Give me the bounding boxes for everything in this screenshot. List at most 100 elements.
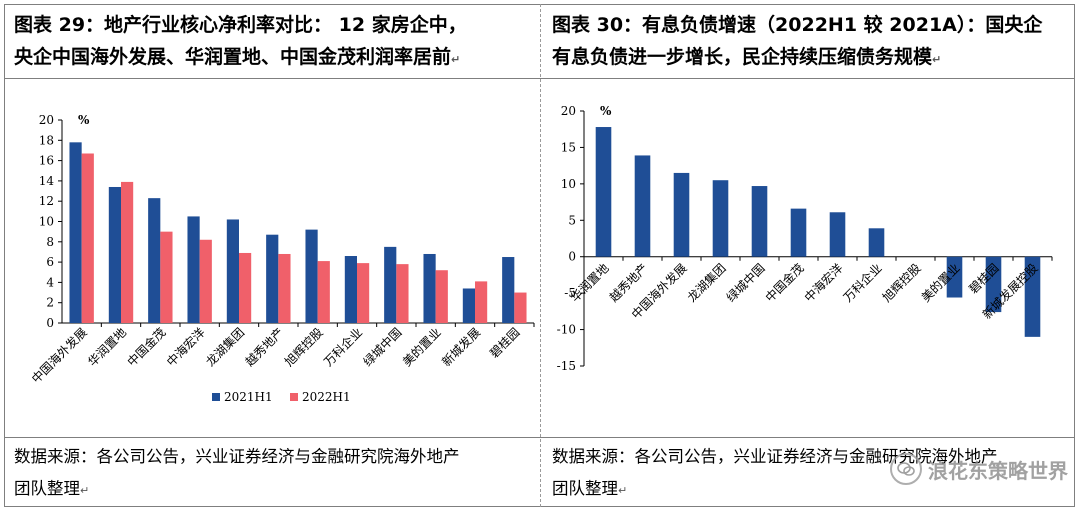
bar-2021H1 (108, 186, 121, 323)
right-source-line2: 团队整理↵ (552, 474, 1072, 506)
bar-2022H1 (160, 231, 173, 323)
left-title-line2-text: 央企中国海外发展、华润置地、中国金茂利润率居前 (14, 46, 452, 68)
wechat-icon (890, 453, 922, 485)
right-source-line1: 数据来源：各公司公告，兴业证券经济与金融研究院海外地产 (552, 447, 998, 466)
bar-有息负债增速 (712, 180, 729, 257)
legend-swatch-2022H1 (290, 393, 298, 401)
x-category-label: 新城发展 (439, 325, 484, 370)
x-category-label: 越秀地产 (243, 325, 287, 369)
x-category-label: 中海宏洋 (801, 260, 846, 305)
y-tick-label: -5 (564, 286, 576, 300)
bar-2021H1 (462, 288, 475, 323)
right-title-line1: 图表 30：有息负债增速（2022H1 较 2021A）：国央企 (552, 14, 1043, 36)
y-tick-label: 0 (46, 316, 54, 330)
y-tick-label: 2 (46, 296, 54, 310)
left-title-line2: 央企中国海外发展、华润置地、中国金茂利润率居前↵ (14, 42, 536, 75)
bar-2022H1 (396, 264, 409, 323)
unit-label: % (78, 113, 90, 127)
x-category-label: 万科企业 (840, 260, 885, 305)
x-category-label: 华润置地 (568, 261, 612, 305)
y-tick-label: -15 (557, 359, 576, 373)
y-tick-label: 20 (39, 113, 54, 127)
bar-2022H1 (514, 292, 527, 323)
return-mark: ↵ (80, 484, 90, 497)
y-tick-label: 6 (46, 255, 54, 269)
return-mark: ↵ (932, 53, 942, 66)
watermark: 浪花东策略世界 (890, 453, 1068, 485)
left-bar-chart: 0 2 4 6 8 10 12 14 16 18 20 % 中国海外发展华润置地中国金茂中海宏洋龙湖集团… (28, 113, 535, 404)
legend-label: 2021H1 (224, 390, 273, 404)
y-tick-label: 16 (39, 154, 54, 168)
bar-2022H1 (357, 263, 370, 323)
bar-有息负债增速 (868, 228, 885, 257)
bar-2022H1 (121, 181, 134, 323)
y-tick-label: 5 (568, 213, 576, 227)
bar-2021H1 (502, 257, 515, 323)
bar-2021H1 (384, 246, 397, 323)
source-divider (4, 437, 1075, 438)
legend-label: 2022H1 (302, 390, 351, 404)
left-title-line1: 图表 29：地产行业核心净利率对比： 12 家房企中， (14, 14, 467, 36)
bar-有息负债增速 (1024, 256, 1041, 337)
right-title-line2: 有息负债进一步增长，民企持续压缩债务规模↵ (552, 42, 1072, 75)
bar-有息负债增速 (634, 155, 651, 257)
x-category-label: 旭辉控股 (880, 261, 924, 305)
x-category-label: 龙湖集团 (203, 325, 248, 370)
x-category-label: 旭辉控股 (282, 325, 326, 369)
y-tick-label: 10 (39, 215, 54, 229)
return-mark: ↵ (451, 53, 461, 66)
y-tick-label: 4 (46, 275, 54, 289)
y-tick-label: 18 (39, 133, 54, 147)
x-category-label: 中国金茂 (762, 260, 807, 305)
panel-divider (540, 4, 541, 507)
bar-有息负债增速 (751, 186, 768, 257)
bar-2022H1 (317, 261, 330, 323)
title-divider (4, 78, 1075, 79)
y-tick-label: 20 (561, 104, 576, 118)
x-category-label: 绿城中国 (723, 260, 768, 305)
bar-2022H1 (475, 281, 488, 323)
bar-2021H1 (148, 198, 161, 323)
figure-frame (4, 4, 1075, 507)
watermark-text: 浪花东策略世界 (928, 458, 1068, 483)
y-tick-label: 10 (561, 177, 576, 191)
bar-有息负债增速 (673, 172, 690, 257)
bar-2021H1 (187, 216, 200, 323)
bar-2021H1 (423, 253, 436, 323)
x-category-label: 绿城中国 (360, 325, 405, 370)
y-tick-label: -10 (557, 323, 576, 337)
left-source-line1: 数据来源：各公司公告，兴业证券经济与金融研究院海外地产 (14, 447, 460, 466)
legend-swatch-2021H1 (212, 393, 220, 401)
bar-有息负债增速 (595, 127, 612, 257)
y-tick-label: 14 (39, 174, 55, 188)
bar-2021H1 (305, 229, 318, 323)
bar-2022H1 (278, 253, 291, 323)
y-tick-label: 12 (39, 194, 54, 208)
x-category-label: 美的置业 (399, 325, 444, 370)
y-tick-label: 15 (561, 140, 576, 154)
bar-2022H1 (199, 239, 212, 323)
bar-有息负债增速 (829, 212, 846, 257)
bar-2021H1 (226, 219, 239, 323)
x-category-label: 中国海外发展 (28, 325, 90, 387)
bar-2022H1 (81, 153, 94, 323)
bar-有息负债增速 (985, 256, 1002, 313)
x-category-label: 中国金茂 (124, 325, 169, 370)
x-category-label: 华润置地 (85, 325, 129, 369)
left-source-line2-text: 团队整理 (14, 479, 80, 498)
return-mark: ↵ (618, 484, 628, 497)
right-source-line2-text: 团队整理 (552, 479, 618, 498)
x-category-label: 碧桂园 (486, 325, 522, 361)
bar-有息负债增速 (946, 256, 963, 298)
bar-有息负债增速 (790, 208, 807, 257)
y-tick-label: 8 (46, 235, 54, 249)
bar-2021H1 (344, 256, 357, 323)
x-category-label: 中海宏洋 (163, 325, 208, 370)
unit-label: % (600, 104, 612, 118)
y-tick-label: 0 (568, 250, 576, 264)
x-category-label: 万科企业 (321, 325, 366, 370)
bar-2021H1 (69, 142, 82, 323)
x-category-label: 龙湖集团 (684, 260, 729, 305)
bar-2021H1 (266, 234, 279, 323)
